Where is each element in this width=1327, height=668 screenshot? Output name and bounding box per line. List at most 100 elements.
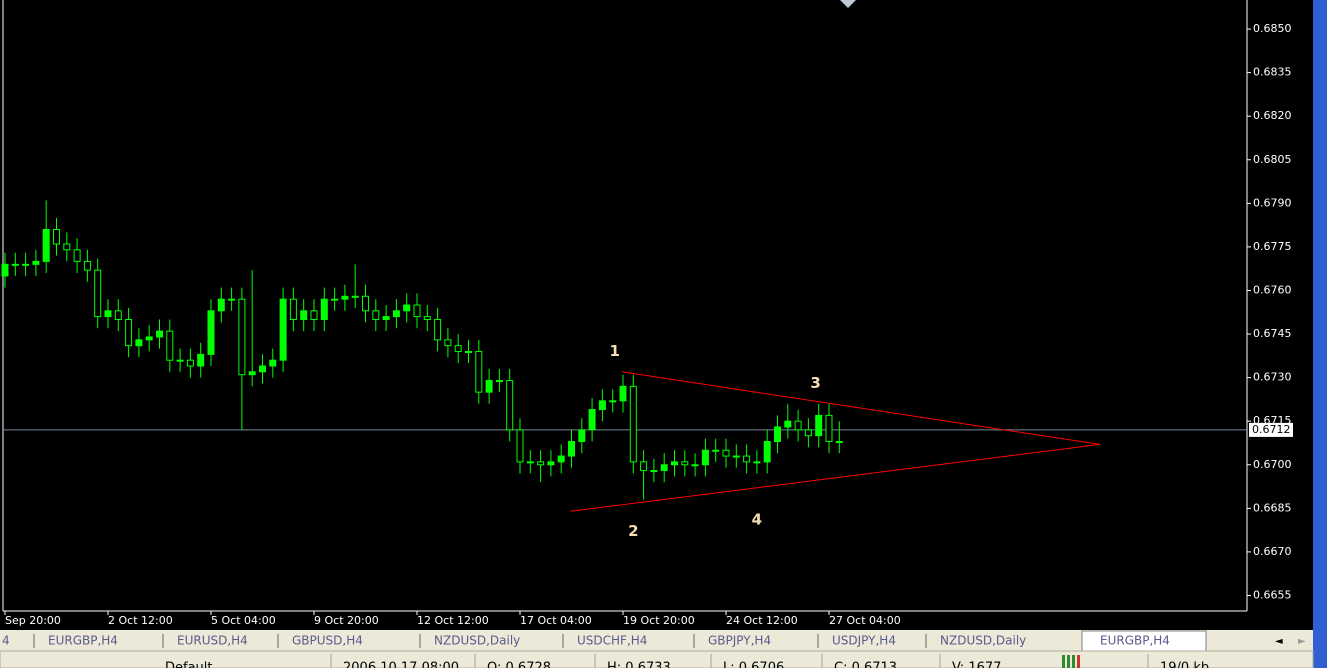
candle-body xyxy=(434,319,442,341)
wave-label: 4 xyxy=(752,510,762,528)
tab[interactable]: USDJPY,H4 xyxy=(832,634,896,648)
candle-body xyxy=(403,304,411,312)
candle-body xyxy=(362,295,369,312)
candle-body xyxy=(784,420,792,428)
candle-body xyxy=(609,400,617,403)
candle-body xyxy=(506,380,514,431)
candle-body xyxy=(547,461,555,466)
candle-body xyxy=(300,310,308,321)
tab[interactable]: NZDUSD,Daily xyxy=(434,634,520,648)
y-tick-label: 0.6745 xyxy=(1253,327,1292,340)
candle-body xyxy=(32,260,40,265)
x-tick-label: 12 Oct 12:00 xyxy=(417,614,489,627)
candle-body xyxy=(186,359,194,367)
tab[interactable]: NZDUSD,Daily xyxy=(940,634,1026,648)
tab[interactable]: GBPUSD,H4 xyxy=(292,634,363,648)
y-tick-label: 0.6730 xyxy=(1253,371,1292,384)
candle-body xyxy=(712,449,720,452)
y-tick-label: 0.6835 xyxy=(1253,66,1292,79)
x-tick-label: 24 Oct 12:00 xyxy=(726,614,798,627)
tab-scroll-right[interactable]: ► xyxy=(1298,636,1306,647)
candle-body xyxy=(11,263,19,266)
status-field: 2006.10.17 08:00 xyxy=(343,661,459,668)
candle-body xyxy=(392,310,400,318)
tab[interactable]: GBPJPY,H4 xyxy=(708,634,771,648)
x-tick-label: 17 Oct 04:00 xyxy=(520,614,592,627)
candle-body xyxy=(248,371,256,376)
candle-body xyxy=(22,263,30,266)
candle-body xyxy=(763,441,771,463)
candle-body xyxy=(454,345,462,352)
candle-body xyxy=(413,304,421,318)
candle-body xyxy=(598,400,606,411)
candle-body xyxy=(774,426,781,443)
candle-body xyxy=(228,298,236,301)
wave-label: 1 xyxy=(610,342,620,360)
y-tick-label: 0.6850 xyxy=(1253,22,1292,35)
candle-body xyxy=(691,464,699,467)
candle-body xyxy=(794,420,802,431)
x-tick-label: Sep 20:00 xyxy=(5,614,61,627)
candle-body xyxy=(650,470,658,473)
y-tick-label: 0.6820 xyxy=(1253,109,1292,122)
status-field: C: 0.6713 xyxy=(834,661,897,668)
candle-body xyxy=(660,464,668,472)
candle-body xyxy=(495,380,503,383)
candle-body xyxy=(207,310,215,355)
candle-body xyxy=(588,409,596,431)
tab[interactable]: USDCHF,H4 xyxy=(577,634,647,648)
chart-background xyxy=(0,0,1313,630)
candle-body xyxy=(629,385,637,463)
tab[interactable]: EURUSD,H4 xyxy=(177,634,248,648)
candle-body xyxy=(722,449,730,457)
candle-body xyxy=(238,298,246,376)
candle-body xyxy=(568,441,575,457)
candle-body xyxy=(743,455,751,463)
candle-body xyxy=(671,461,678,466)
candle-body xyxy=(382,316,390,321)
trendline xyxy=(570,443,1100,512)
trendline xyxy=(621,371,1100,445)
tab[interactable]: 4 xyxy=(2,634,10,648)
window-border xyxy=(1313,0,1327,668)
y-tick-label: 0.6655 xyxy=(1253,588,1292,601)
candle-body xyxy=(135,339,143,347)
candle-body xyxy=(701,449,709,466)
status-field: L: 0.6706 xyxy=(723,661,784,668)
tab[interactable]: EURGBP,H4 xyxy=(48,634,118,648)
candle-body xyxy=(94,269,102,318)
y-tick-label: 0.6700 xyxy=(1253,458,1292,471)
candle-body xyxy=(269,359,277,367)
status-field: V: 1677 xyxy=(952,661,1001,668)
candle-body xyxy=(619,385,627,402)
active-tab[interactable]: EURGBP,H4 xyxy=(1100,634,1170,648)
candle-body xyxy=(259,365,266,373)
y-tick-label: 0.6775 xyxy=(1253,240,1292,253)
status-field: O: 0.6728 xyxy=(487,661,551,668)
candle-body xyxy=(320,298,328,321)
candle-body xyxy=(197,353,205,367)
shift-marker xyxy=(840,0,856,8)
x-tick-label: 5 Oct 04:00 xyxy=(211,614,276,627)
candle-body xyxy=(166,330,174,361)
wave-label: 2 xyxy=(628,522,638,540)
candle-body xyxy=(835,441,843,444)
candle-body xyxy=(289,298,297,321)
y-tick-label: 0.6790 xyxy=(1253,196,1292,209)
candle-body xyxy=(125,319,133,347)
candle-body xyxy=(104,310,112,318)
candle-body xyxy=(557,455,565,463)
y-tick-label: 0.6805 xyxy=(1253,153,1292,166)
candle-body xyxy=(825,414,833,443)
x-tick-label: 2 Oct 12:00 xyxy=(108,614,173,627)
tab-scroll-left[interactable]: ◄ xyxy=(1275,636,1283,647)
x-tick-label: 9 Oct 20:00 xyxy=(314,614,379,627)
current-price-label: 0.6712 xyxy=(1252,423,1291,436)
candle-body xyxy=(176,359,184,362)
status-field: H: 0.6733 xyxy=(607,661,671,668)
candle-body xyxy=(341,295,349,300)
status-field: Default xyxy=(165,661,213,668)
candle-body xyxy=(804,429,812,437)
